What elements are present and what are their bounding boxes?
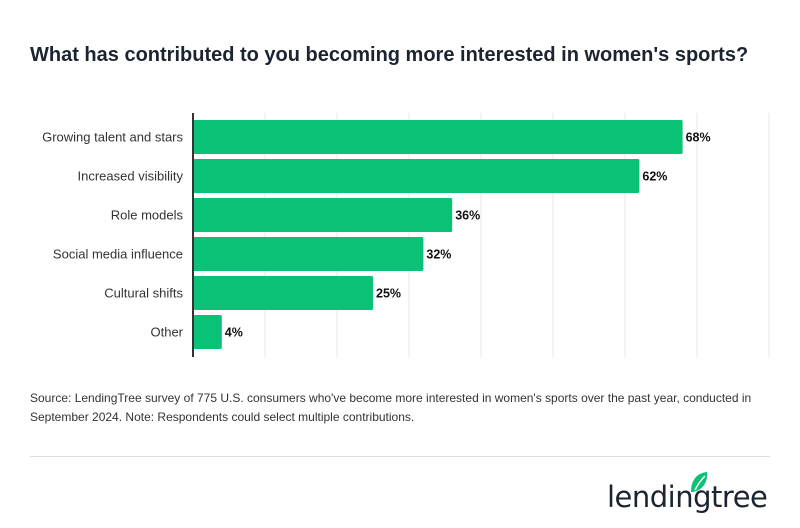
logo-text: lendingtree: [607, 480, 768, 514]
data-label: 68%: [686, 131, 711, 145]
divider: [30, 456, 770, 457]
chart-title: What has contributed to you becoming mor…: [30, 44, 749, 66]
bar: [193, 237, 424, 271]
bar: [193, 120, 683, 154]
bar-chart: Growing talent and stars 68% Increased vis…: [42, 113, 770, 357]
data-label: 32%: [426, 248, 451, 262]
source-note: Source: LendingTree survey of 775 U.S. c…: [30, 391, 752, 424]
data-label: 25%: [376, 287, 401, 301]
category-label: Role models: [111, 208, 184, 223]
category-label: Social media influence: [53, 247, 183, 262]
bar: [193, 315, 222, 349]
leaf-icon: [691, 472, 708, 492]
data-label: 62%: [642, 170, 667, 184]
data-label: 4%: [225, 326, 243, 340]
category-label: Cultural shifts: [104, 286, 183, 301]
bar: [193, 159, 640, 193]
category-label: Growing talent and stars: [42, 130, 183, 145]
bar: [193, 198, 453, 232]
category-label: Other: [150, 325, 183, 340]
data-label: 36%: [455, 209, 480, 223]
category-label: Increased visibility: [78, 169, 184, 184]
bar: [193, 276, 373, 310]
